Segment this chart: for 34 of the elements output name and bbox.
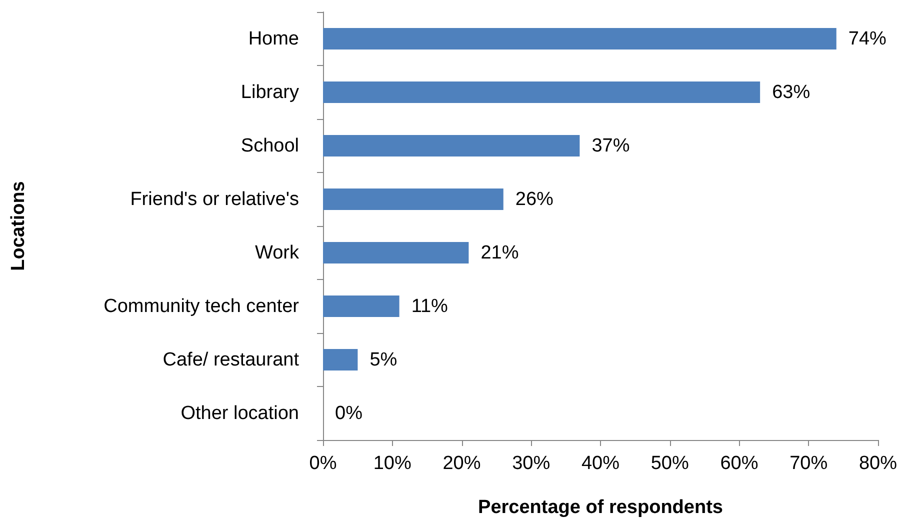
data-label: 74% [848,28,887,50]
x-tick-label: 30% [512,453,550,474]
x-tick-label: 0% [309,453,337,474]
data-label: 63% [772,82,810,103]
x-tick-label: 10% [373,453,412,474]
y-tick-label: Community tech center [104,296,300,317]
y-tick-label: Work [255,242,300,264]
y-tick-label: Home [248,28,299,50]
bar [323,82,760,103]
bar [323,296,400,317]
bar [323,188,504,210]
data-label: 26% [515,188,554,210]
y-tick-label: Cafe/ restaurant [162,349,300,370]
data-label: 5% [370,349,398,370]
y-tick-label: Friend's or relative's [130,188,299,210]
bar [323,349,358,370]
data-label: 0% [335,402,363,424]
x-tick-label: 50% [650,453,689,474]
y-tick-label: Library [240,82,300,103]
bar [323,28,836,50]
data-label: 21% [480,242,519,264]
y-tick-label: Other location [180,402,299,424]
x-tick-label: 20% [442,453,481,474]
y-axis-title: Locations [8,181,29,271]
x-tick-label: 70% [790,453,828,474]
y-tick-label: School [240,135,299,156]
x-axis-title: Percentage of respondents [478,497,723,518]
x-tick-label: 40% [581,453,620,474]
bar [323,135,580,156]
x-tick-label: 60% [720,453,758,474]
data-label: 37% [592,135,630,156]
bar [323,242,469,264]
data-label: 11% [411,296,448,317]
x-tick-label: 80% [858,453,898,474]
